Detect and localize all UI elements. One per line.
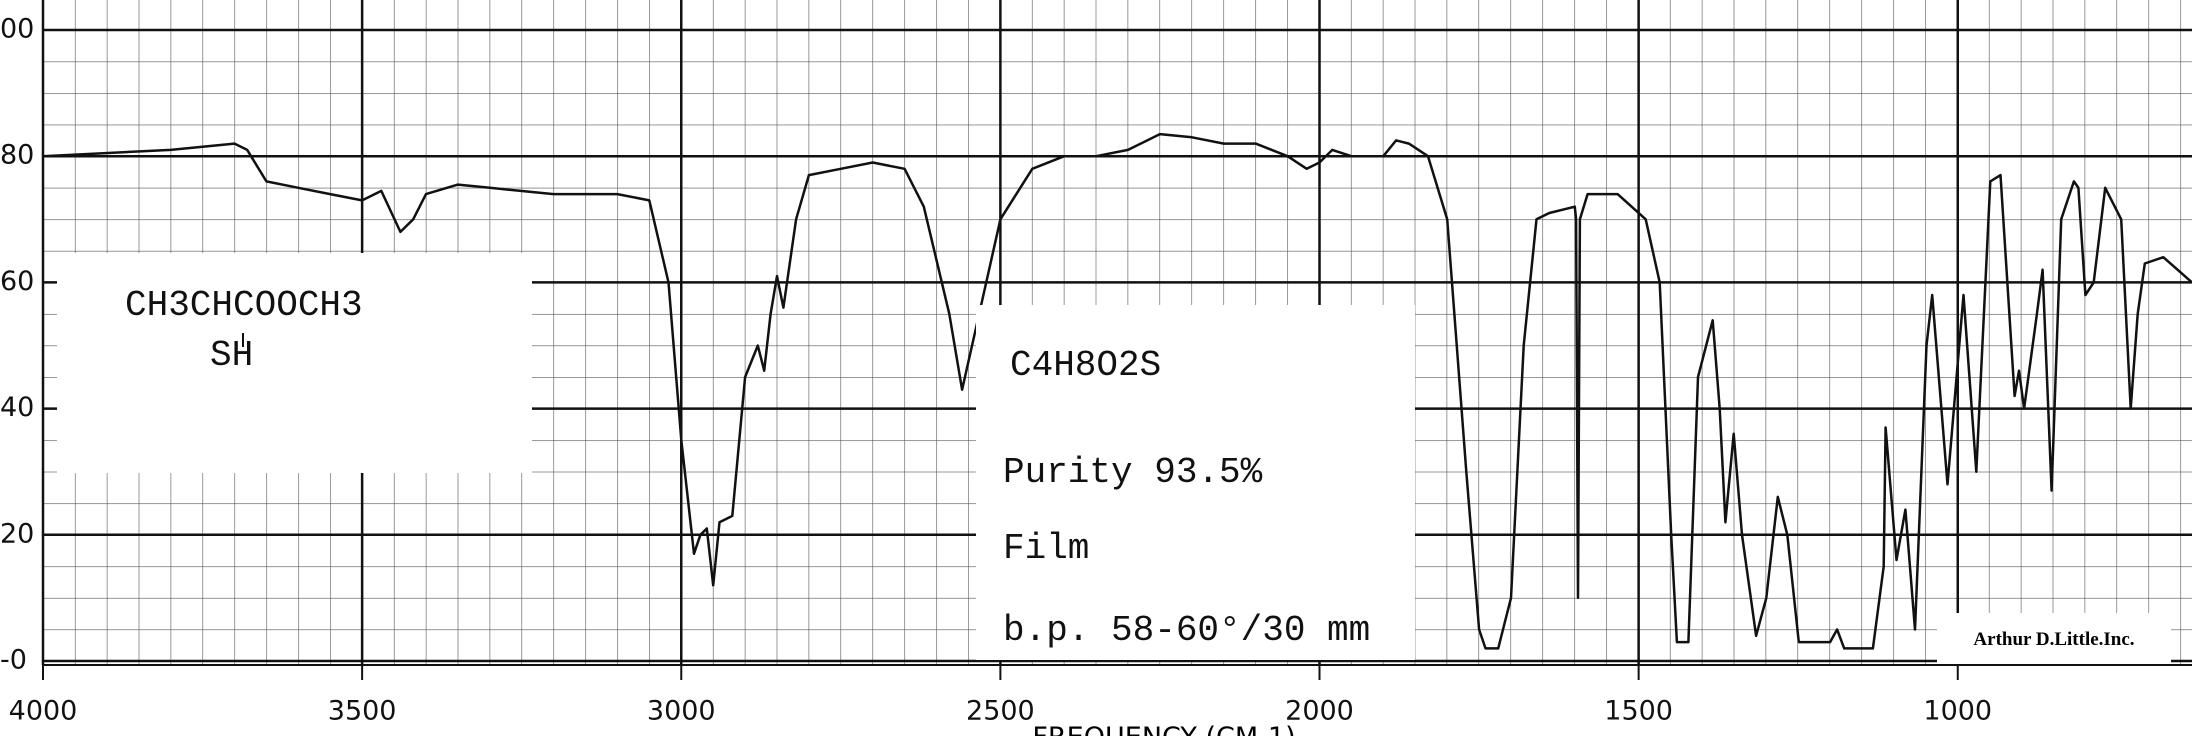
y-tick-label: -0 (0, 645, 27, 676)
y-tick-label: 80 (0, 140, 34, 171)
x-tick-label: 2500 (966, 696, 1035, 727)
purity: Purity 93.5% (1003, 452, 1263, 493)
x-tick-label: 2000 (1285, 696, 1354, 727)
y-tick-label: 00 (0, 14, 34, 45)
y-tick-label: 40 (0, 392, 34, 423)
boiling-point: b.p. 58-60°/30 mm (1003, 610, 1370, 651)
structure-box (57, 253, 532, 473)
molecular-formula: C4H8O2S (1010, 345, 1161, 386)
x-tick-label: 1000 (1923, 696, 1992, 727)
x-axis-label: FREQUENCY (CM-1) (1032, 722, 1295, 736)
logo-box (1937, 613, 2171, 664)
sample-state: Film (1003, 528, 1089, 569)
spectrum (42, 132, 2192, 650)
y-tick-label: 20 (0, 518, 34, 549)
y-tick-label: 60 (0, 266, 34, 297)
x-tick-label: 1500 (1604, 696, 1673, 727)
company-logo: Arthur D.Little.Inc. (1973, 629, 2134, 650)
x-tick-label: 3000 (647, 696, 716, 727)
structure-formula: CH3CHCOOCH3 (125, 285, 363, 326)
info-box (976, 305, 1415, 660)
ticks: -0 20 40 60 80 00 4000 3500 3000 2500 2000 1500 1000 (0, 14, 2192, 727)
spectrum-line (42, 132, 2192, 650)
x-tick-label: 3500 (328, 696, 397, 727)
structure-substituent: SH (210, 335, 253, 376)
x-tick-label: 4000 (9, 696, 78, 727)
